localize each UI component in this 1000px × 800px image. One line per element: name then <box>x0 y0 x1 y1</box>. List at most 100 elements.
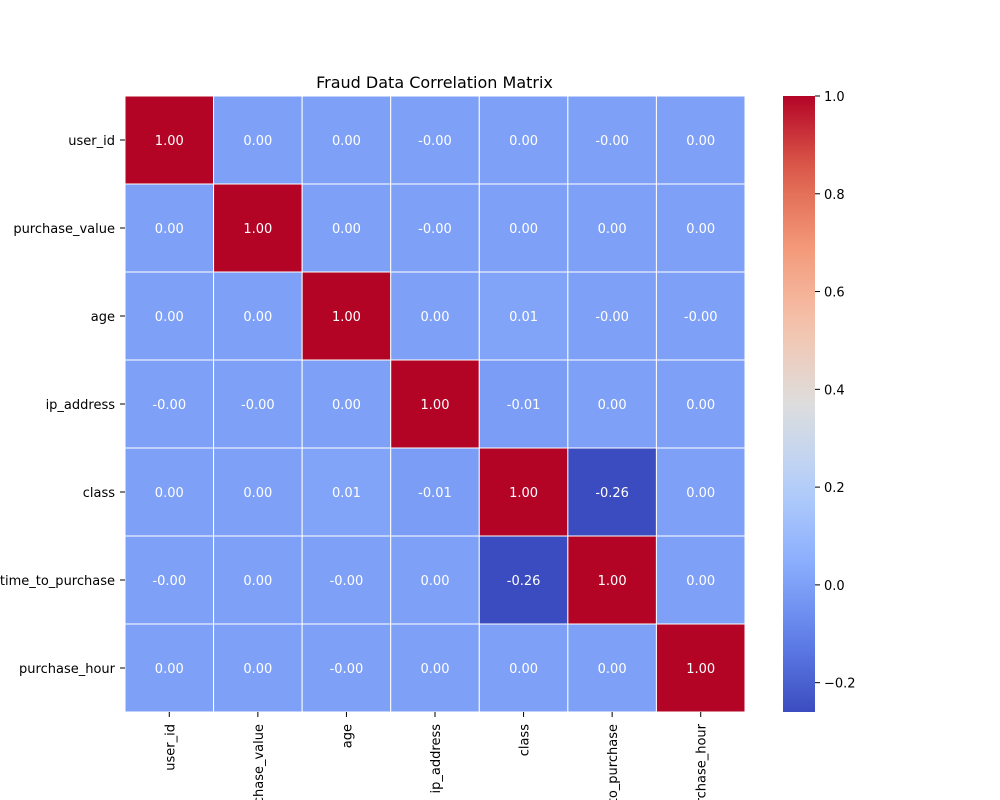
heatmap-cell <box>301 95 392 185</box>
cell-value-label: 0.00 <box>598 398 627 413</box>
cell-value-label: -0.01 <box>507 398 541 413</box>
cell-value-label: 0.00 <box>243 310 272 325</box>
colorbar: 1.0 0.8 0.6 0.4 0.2 0.0 −0.2 <box>783 90 856 712</box>
cell-value-label: 0.00 <box>155 662 184 677</box>
colorbar-tick-label: 0.0 <box>824 579 845 594</box>
row-tick-label: ip_address <box>46 398 116 413</box>
heatmap-cell <box>301 447 392 537</box>
colorbar-tick-label: 0.8 <box>824 188 845 203</box>
cell-value-label: 0.00 <box>686 222 715 237</box>
heatmap-cell <box>655 271 746 361</box>
cell-value-label: 0.00 <box>332 398 361 413</box>
cell-value-label: 0.00 <box>332 222 361 237</box>
column-tick-label: time_to_purchase <box>606 724 621 800</box>
heatmap-cell <box>478 623 569 713</box>
heatmap-cell <box>655 535 746 625</box>
heatmap-cell <box>124 359 215 449</box>
cell-value-label: 0.00 <box>155 486 184 501</box>
cell-value-label: 0.00 <box>243 574 272 589</box>
cell-value-label: 0.00 <box>509 134 538 149</box>
cell-value-label: 0.00 <box>243 134 272 149</box>
heatmap-cell <box>390 623 480 713</box>
column-tick-label: age <box>340 724 355 748</box>
row-tick-label: time_to_purchase <box>0 574 115 589</box>
heatmap-cell <box>301 623 392 713</box>
heatmap-cell <box>213 359 303 449</box>
heatmap-cell <box>655 447 746 537</box>
heatmap-cell <box>213 535 303 625</box>
row-tick-label: user_id <box>68 134 115 149</box>
heatmap-cell <box>301 271 392 361</box>
heatmap-cell <box>567 359 657 449</box>
column-tick-label: user_id <box>163 724 178 771</box>
cell-value-label: 0.00 <box>421 574 450 589</box>
colorbar-tick-label: 0.4 <box>824 383 845 398</box>
cell-value-label: -0.00 <box>418 222 452 237</box>
cell-value-label: 1.00 <box>686 662 715 677</box>
heatmap-cell <box>124 535 215 625</box>
heatmap-cell <box>567 623 657 713</box>
colorbar-tick-label: 0.2 <box>824 481 845 496</box>
cell-value-label: 0.00 <box>155 222 184 237</box>
cell-value-label: 0.00 <box>686 486 715 501</box>
cell-value-label: 1.00 <box>421 398 450 413</box>
heatmap-cell <box>478 95 569 185</box>
colorbar-ticks: 1.0 0.8 0.6 0.4 0.2 0.0 −0.2 <box>815 90 856 692</box>
row-tick-label: purchase_value <box>13 222 115 237</box>
heatmap-cell <box>655 623 746 713</box>
cell-value-label: 0.00 <box>686 398 715 413</box>
colorbar-tick-label: 0.6 <box>824 286 845 301</box>
row-tick-label: purchase_hour <box>19 662 116 677</box>
cell-value-label: -0.00 <box>241 398 275 413</box>
colorbar-tick-label: 1.0 <box>824 90 845 105</box>
column-tick-label: ip_address <box>429 724 444 794</box>
column-tick-labels: user_id purchase_value age ip_address class t… <box>163 712 710 800</box>
cell-value-label: -0.00 <box>595 310 629 325</box>
cell-value-label: -0.00 <box>152 574 186 589</box>
heatmap-cell <box>124 95 215 185</box>
cell-value-label: -0.00 <box>418 134 452 149</box>
heatmap-cell <box>478 183 569 273</box>
cell-value-label: 1.00 <box>598 574 627 589</box>
heatmap-cell <box>655 359 746 449</box>
heatmap-cell <box>124 447 215 537</box>
cell-value-label: 0.00 <box>686 134 715 149</box>
heatmap-cell <box>124 623 215 713</box>
cell-value-label: -0.00 <box>330 662 364 677</box>
cell-value-label: 0.00 <box>421 310 450 325</box>
cell-value-label: -0.00 <box>684 310 718 325</box>
cell-value-label: -0.00 <box>330 574 364 589</box>
heatmap-cell <box>213 271 303 361</box>
heatmap-cell <box>124 271 215 361</box>
cell-value-label: 1.00 <box>155 134 184 149</box>
cell-value-label: 0.00 <box>243 486 272 501</box>
colorbar-tick-label: −0.2 <box>824 677 856 692</box>
cell-value-label: -0.00 <box>152 398 186 413</box>
heatmap-cell <box>390 359 480 449</box>
cell-value-label: 1.00 <box>509 486 538 501</box>
heatmap-cell <box>213 95 303 185</box>
cell-value-label: -0.26 <box>507 574 541 589</box>
cell-value-label: 0.00 <box>686 574 715 589</box>
cell-value-label: 0.00 <box>332 134 361 149</box>
cell-value-label: 0.00 <box>243 662 272 677</box>
cell-value-label: 0.00 <box>598 662 627 677</box>
heatmap-cell <box>478 271 569 361</box>
cell-value-label: -0.01 <box>418 486 452 501</box>
chart-title: Fraud Data Correlation Matrix <box>316 73 553 92</box>
heatmap-cell <box>390 271 480 361</box>
column-tick-label: purchase_value <box>252 724 267 800</box>
column-tick-label: class <box>518 724 533 756</box>
heatmap-cell <box>390 535 480 625</box>
heatmap-cell <box>567 183 657 273</box>
heatmap-cell <box>301 535 392 625</box>
cell-value-label: 1.00 <box>243 222 272 237</box>
heatmap-cell <box>567 271 657 361</box>
cell-value-label: 0.01 <box>509 310 538 325</box>
cell-value-label: 0.00 <box>509 222 538 237</box>
colorbar-gradient <box>783 96 815 712</box>
row-tick-label: class <box>83 486 115 501</box>
heatmap-cell <box>478 535 569 625</box>
